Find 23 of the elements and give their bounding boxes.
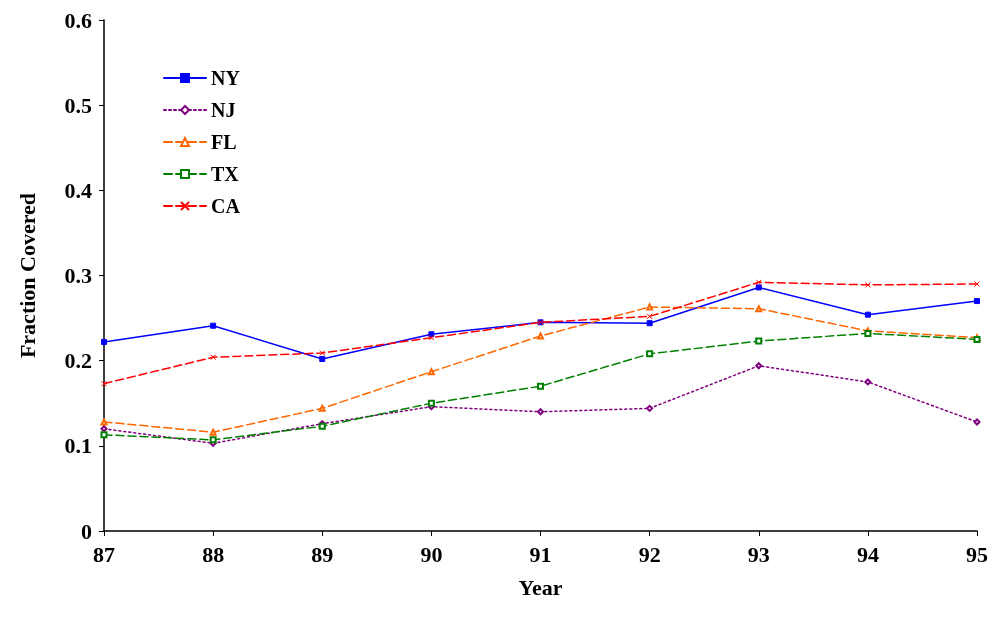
x-tick-label: 90 [420,541,443,567]
y-tick-label: 0.2 [64,348,92,374]
y-tick-label: 0.1 [64,433,92,459]
x-tick-label: 87 [93,541,115,567]
x-tick-label: 93 [747,541,770,567]
x-tick-label: 91 [529,541,552,567]
legend-label: FL [211,131,237,153]
y-tick-label: 0.4 [64,177,92,203]
legend-label: TX [211,163,240,185]
legend-label: NY [211,67,241,89]
y-tick-label: 0.3 [64,263,92,288]
y-tick-label: 0.5 [64,92,92,118]
y-axis-title: Fraction Covered [14,192,40,359]
legend-label: CA [211,195,241,217]
y-tick-label: 0 [81,518,92,544]
x-axis-title: Year [518,574,563,600]
x-tick-label: 94 [856,541,879,567]
x-tick-label: 89 [311,541,334,567]
legend-label: NJ [211,99,236,121]
y-tick-label: 0.6 [64,7,92,33]
x-tick-label: 95 [966,541,988,567]
x-tick-label: 92 [638,541,661,567]
x-tick-label: 88 [202,541,225,567]
